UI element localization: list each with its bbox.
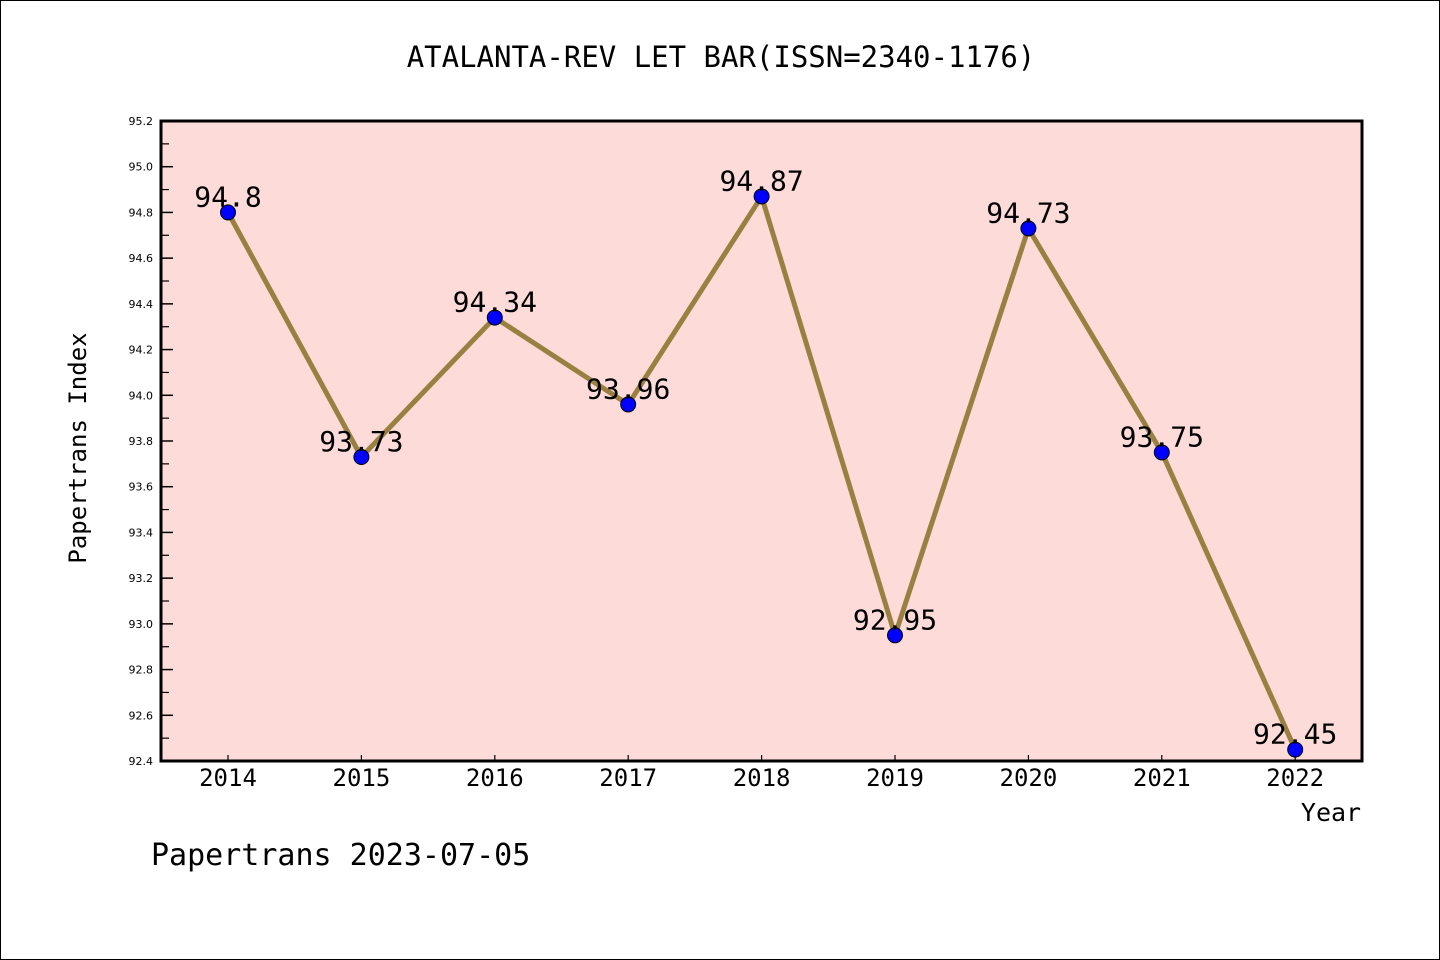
x-tick-label: 2016 [466,764,524,792]
data-point [887,627,903,644]
x-axis-label: Year [1301,798,1361,827]
x-tick-label: 2022 [1266,764,1324,792]
y-tick-label: 92.4 [129,755,154,768]
chart-title: ATALANTA-REV LET BAR(ISSN=2340-1176) [407,40,1036,74]
y-axis-label: Papertrans Index [64,332,92,563]
data-point [1020,220,1037,237]
x-tick-label: 2020 [1000,764,1058,792]
y-tick-label: 94.2 [129,344,154,357]
data-label: 94.73 [986,196,1070,229]
plot-frame [159,119,1364,763]
data-label: 93.73 [319,425,403,458]
y-tick-label: 93.2 [129,572,154,585]
x-tick-label: 2019 [866,764,924,792]
y-tick-label: 92.8 [129,664,154,677]
x-tick-label: 2017 [599,764,657,792]
y-tick-label: 93.8 [129,435,154,448]
data-point [220,204,236,221]
footer-text: Papertrans 2023-07-05 [151,838,530,873]
plot-area [161,121,1362,761]
y-tick-label: 94.8 [129,206,154,219]
data-label: 94.34 [453,286,537,319]
data-label: 92.95 [853,603,937,636]
data-point [353,449,370,465]
y-tick-label: 92.6 [129,709,154,722]
x-tick-label: 2021 [1133,764,1191,792]
data-label: 92.45 [1253,718,1337,751]
data-point [486,309,503,326]
y-tick-label: 95.2 [129,115,154,128]
y-tick-label: 93.4 [129,526,154,539]
x-tick-label: 2014 [199,764,257,792]
data-label: 93.96 [586,372,670,405]
x-tick-label: 2015 [333,764,391,792]
data-label: 94.87 [719,164,803,197]
y-tick-label: 94.6 [129,252,154,265]
data-label: 94.8 [194,180,261,213]
y-tick-label: 94.0 [129,389,154,402]
y-tick-label: 93.6 [129,481,154,494]
data-point [1287,741,1304,758]
data-point [753,188,770,205]
y-tick-label: 93.0 [129,618,154,631]
x-tick-label: 2018 [733,764,791,792]
data-label: 93.75 [1120,420,1204,453]
data-point [620,396,637,413]
data-point [1153,444,1170,461]
y-tick-label: 95.0 [129,161,154,174]
y-tick-label: 94.4 [129,298,154,311]
